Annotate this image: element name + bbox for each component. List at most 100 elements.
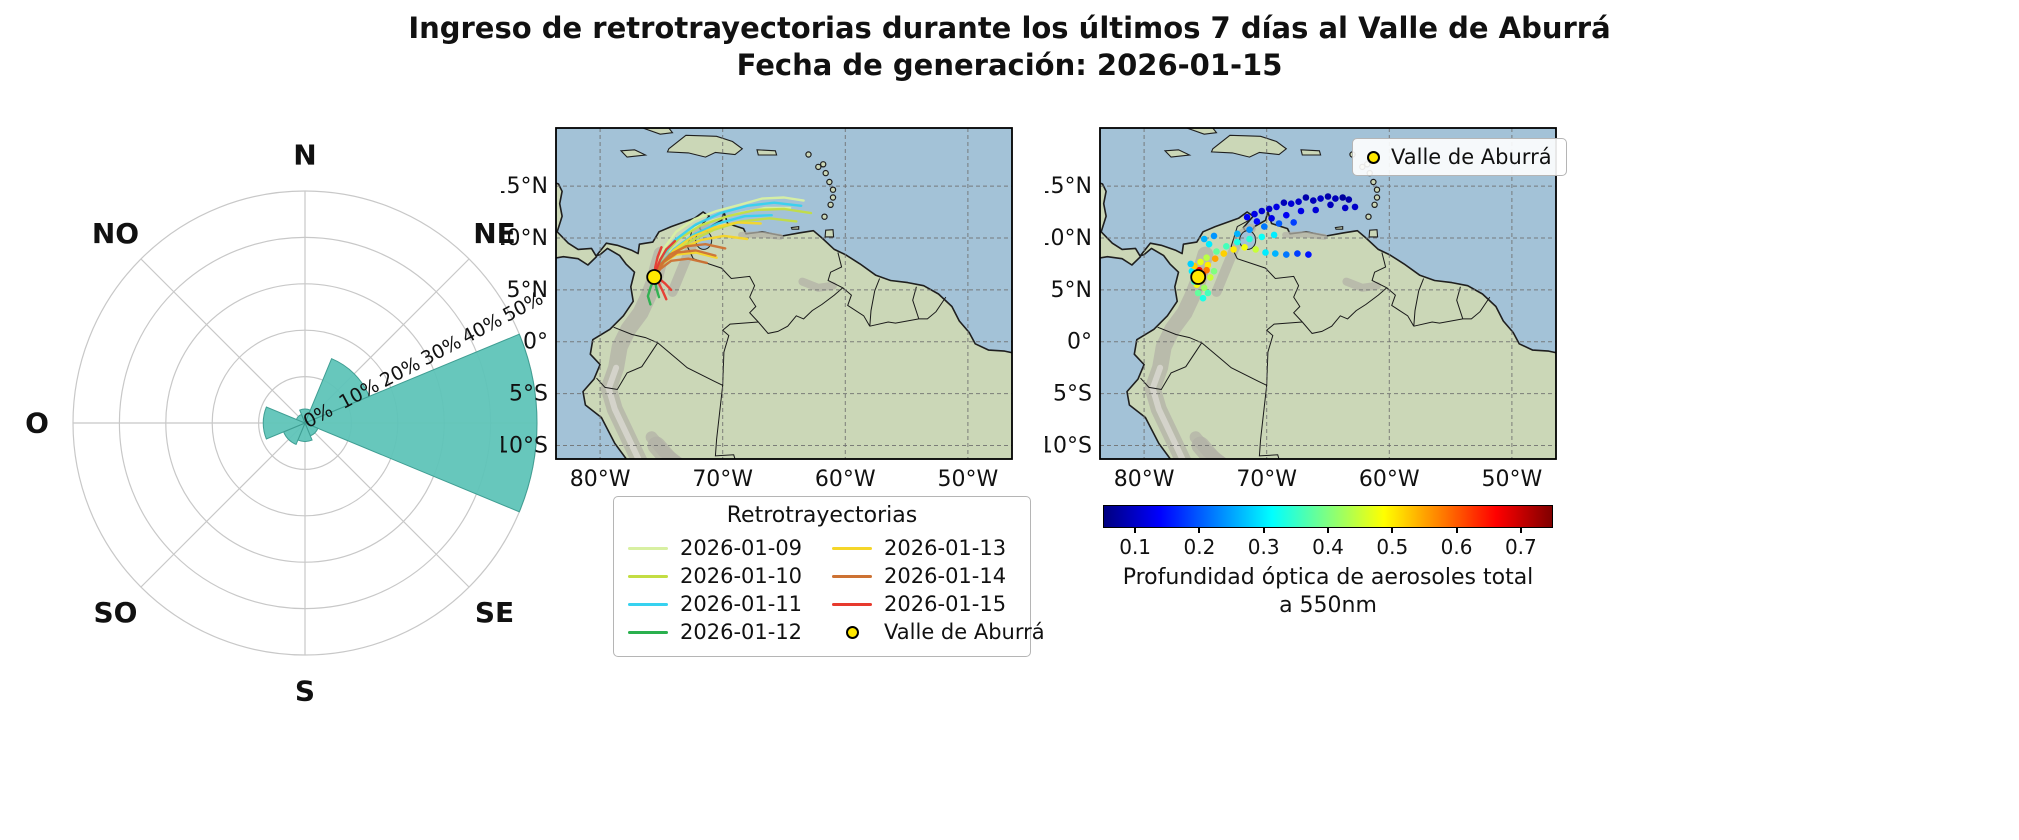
trajectories-legend-items: 2026-01-09 2026-01-10 2026-01-11 2026-01-12… — [628, 534, 1045, 646]
colorbar-tick-label: 0.2 — [1183, 535, 1216, 559]
country-border — [613, 326, 658, 344]
trajectories-legend: Retrotrayectorias 2026-01-09 2026-01-10 20… — [613, 496, 1045, 657]
legend-item-2026-01-12-label: 2026-01-12 — [680, 620, 803, 644]
aod-scatter-point — [1294, 250, 1301, 257]
legend-marker-swatch — [832, 625, 872, 639]
country-border — [1258, 385, 1280, 459]
aod-scatter-point — [1345, 196, 1353, 203]
colorbar-label-line1: Profundidad óptica de aerosoles total — [1122, 565, 1534, 590]
map-frame — [1099, 127, 1557, 460]
figure-title-line2: Fecha de generación: 2026-01-15 — [736, 48, 1283, 82]
aod-scatter-point — [1258, 233, 1266, 241]
aod-scatter-point — [1203, 254, 1210, 261]
colorbar-tick-label: 0.4 — [1312, 535, 1344, 559]
small-island-dot — [820, 161, 827, 168]
aod-scatter-point — [1246, 226, 1253, 233]
aod-scatter-point — [1246, 235, 1253, 243]
country-border — [912, 286, 920, 320]
trajectories-map: 15°N 10°N 5°N 0° 5°S 10°S 80°W 70°W 60°W 50°W — [501, 127, 1013, 492]
legend-item-2026-01-13: 2026-01-13 — [832, 534, 1045, 562]
aod-scatter-point — [1327, 201, 1334, 209]
island — [666, 134, 744, 158]
aod-scatter-point — [1253, 218, 1261, 225]
colorbar-tick-label: 0.5 — [1376, 535, 1409, 559]
aod-scatter-point — [1234, 230, 1241, 238]
aod-scatter-point — [1241, 244, 1248, 251]
aod-scatter-map: 15°N 10°N 5°N 0° 5°S 10°S 80°W 70°W 60°W 50°W — [1045, 127, 1557, 492]
colorbar-tickmark — [1134, 528, 1137, 533]
island — [824, 229, 835, 238]
island — [756, 149, 778, 156]
figure-title-line1: Ingreso de retrotrayectorias durante los… — [408, 11, 1611, 45]
aod-scatter-point — [1213, 248, 1220, 255]
aod-scatter-point — [1251, 210, 1258, 218]
trajectories-legend-title: Retrotrayectorias — [726, 503, 918, 528]
x-tick-label: 50°W — [1482, 467, 1543, 492]
mountain-highlight — [1149, 364, 1186, 459]
colorbar-tickmark — [1391, 528, 1394, 533]
legend-item-2026-01-09-label: 2026-01-09 — [680, 536, 803, 560]
map-frame — [555, 127, 1013, 460]
aod-scatter-point — [1302, 194, 1310, 201]
aod-scatter-point — [1194, 289, 1202, 297]
rose-sector-NO — [295, 413, 306, 424]
country-border — [1413, 278, 1425, 327]
aod-scatter-point — [1310, 197, 1317, 204]
legend-item-2026-01-13-label: 2026-01-13 — [884, 536, 1007, 560]
aod-scatter-point — [1210, 232, 1218, 240]
mountain-range — [1342, 277, 1381, 292]
y-tick-label: 5°N — [507, 278, 548, 303]
rose-direction-label: SO — [94, 596, 138, 629]
island — [1300, 149, 1322, 156]
aod-scatter-point — [1290, 219, 1297, 226]
small-island-dot — [827, 201, 834, 209]
rose-spoke — [304, 422, 470, 588]
trajectory-line — [653, 196, 805, 279]
legend-item-2026-01-14: 2026-01-14 — [832, 562, 1045, 590]
country-border — [842, 287, 871, 327]
island — [1334, 225, 1344, 230]
rose-direction-label: N — [293, 139, 316, 172]
aod-scatter-point — [1199, 294, 1207, 302]
small-island-dot — [805, 151, 812, 158]
aod-scatter-point — [1204, 289, 1212, 297]
map-content — [556, 128, 1012, 459]
colorbar-tickmark — [1262, 528, 1265, 533]
aod-scatter-point — [1275, 220, 1283, 227]
y-tick-label: 0° — [523, 330, 548, 355]
y-tick-label: 10°N — [1045, 226, 1092, 251]
country-border — [918, 296, 947, 320]
aod-scatter-point — [1261, 223, 1268, 230]
aod-scatter-point — [1339, 194, 1346, 201]
legend-line-swatch — [832, 546, 873, 550]
aod-scatter-point — [1223, 243, 1230, 250]
small-island-dot — [1373, 194, 1381, 201]
aod-scatter-point — [1273, 203, 1280, 211]
x-tick-label: 50°W — [938, 467, 999, 492]
country-border — [657, 321, 759, 387]
x-tick-label: 70°W — [692, 467, 753, 492]
rose-sector-O — [262, 406, 307, 440]
aod-scatter-point — [1305, 251, 1312, 258]
aod-scatter-point — [1341, 204, 1349, 212]
legend-line-swatch — [832, 574, 873, 578]
aod-scatter-point — [1272, 250, 1279, 257]
colorbar-tickmark — [1455, 528, 1458, 533]
country-border — [1413, 318, 1463, 327]
colorbar-tick-label: 0.3 — [1247, 535, 1280, 559]
island — [1210, 134, 1288, 158]
aod-scatter-point — [1268, 215, 1275, 222]
small-island-dot — [821, 213, 828, 220]
aod-scatter-point — [1230, 246, 1237, 253]
legend-line-swatch — [628, 602, 668, 606]
y-tick-label: 5°N — [1051, 278, 1092, 303]
y-tick-label: 15°N — [501, 174, 548, 199]
y-tick-label: 5°S — [1053, 382, 1092, 407]
colorbar-label-line2: a 550nm — [1279, 593, 1377, 618]
aod-scatter-point — [1210, 267, 1218, 275]
aod-scatter-point — [1220, 250, 1228, 257]
rose-direction-label: NO — [92, 217, 139, 250]
title-block: Ingreso de retrotrayectorias durante los… — [0, 10, 2019, 84]
station-marker — [646, 269, 663, 285]
